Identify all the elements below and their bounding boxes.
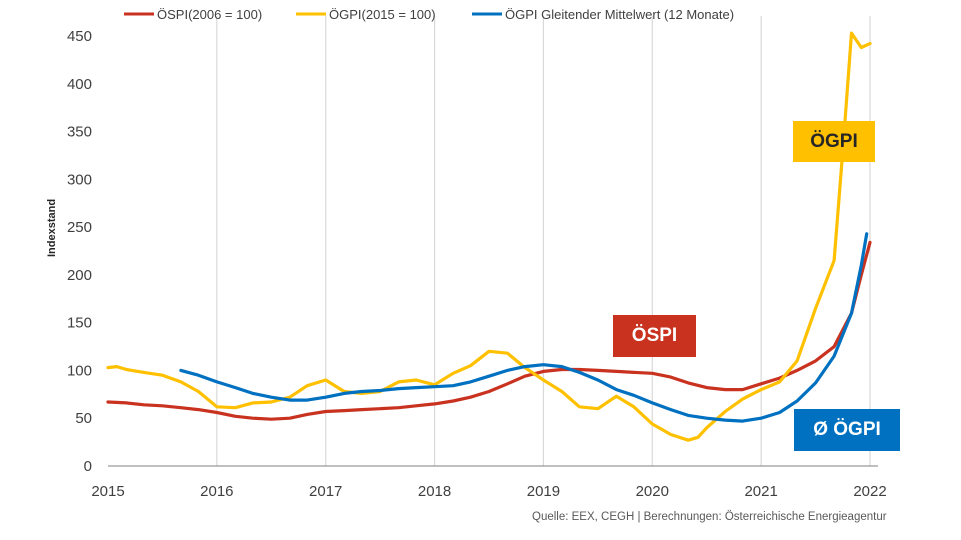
legend-item-2: ÖGPI Gleitender Mittelwert (12 Monate) bbox=[472, 7, 734, 22]
x-tick-label: 2016 bbox=[200, 483, 233, 500]
ma-label: Ø ÖGPI bbox=[794, 409, 900, 451]
series-lines bbox=[106, 31, 872, 442]
y-axis-label: Indexstand bbox=[46, 199, 58, 257]
legend-item-1: ÖGPI(2015 = 100) bbox=[296, 7, 436, 22]
y-tick-label: 50 bbox=[75, 410, 92, 427]
oegpi-label-text: ÖGPI bbox=[810, 130, 858, 152]
y-tick-label: 100 bbox=[67, 362, 92, 379]
legend-label: ÖGPI(2015 = 100) bbox=[329, 7, 436, 22]
legend-label: ÖGPI Gleitender Mittelwert (12 Monate) bbox=[505, 7, 734, 22]
x-tick-label: 2020 bbox=[636, 483, 669, 500]
oespi-label: ÖSPI bbox=[613, 315, 696, 357]
y-tick-label: 200 bbox=[67, 267, 92, 284]
ma-label-text: Ø ÖGPI bbox=[813, 419, 881, 440]
series-line-1 bbox=[106, 31, 872, 442]
y-tick-label: 450 bbox=[67, 28, 92, 45]
gridlines bbox=[216, 16, 871, 466]
x-tick-label: 2022 bbox=[853, 483, 886, 500]
y-tick-label: 350 bbox=[67, 124, 92, 141]
x-tick-label: 2015 bbox=[91, 483, 124, 500]
oespi-label-text: ÖSPI bbox=[631, 325, 678, 346]
series-line-2 bbox=[179, 232, 869, 423]
oegpi-label: ÖGPI bbox=[793, 121, 875, 162]
x-tick-label: 2019 bbox=[527, 483, 560, 500]
axes: 2015 2016 2017 2018 2019 2020 2021 2022 0 50 100 15… bbox=[67, 28, 887, 500]
y-tick-label: 0 bbox=[84, 458, 92, 475]
legend-label: ÖSPI(2006 = 100) bbox=[157, 7, 262, 22]
source-note: Quelle: EEX, CEGH | Berechnungen: Österr… bbox=[532, 511, 887, 523]
x-tick-label: 2021 bbox=[744, 483, 777, 500]
legend: ÖSPI(2006 = 100) ÖGPI(2015 = 100) ÖGPI Gle… bbox=[124, 7, 734, 22]
series-line-0 bbox=[106, 240, 872, 421]
x-tick-label: 2018 bbox=[418, 483, 451, 500]
x-tick-label: 2017 bbox=[309, 483, 342, 500]
y-tick-label: 150 bbox=[67, 315, 92, 332]
legend-item-0: ÖSPI(2006 = 100) bbox=[124, 7, 262, 22]
y-tick-label: 400 bbox=[67, 76, 92, 93]
y-tick-label: 300 bbox=[67, 171, 92, 188]
y-tick-label: 250 bbox=[67, 219, 92, 236]
